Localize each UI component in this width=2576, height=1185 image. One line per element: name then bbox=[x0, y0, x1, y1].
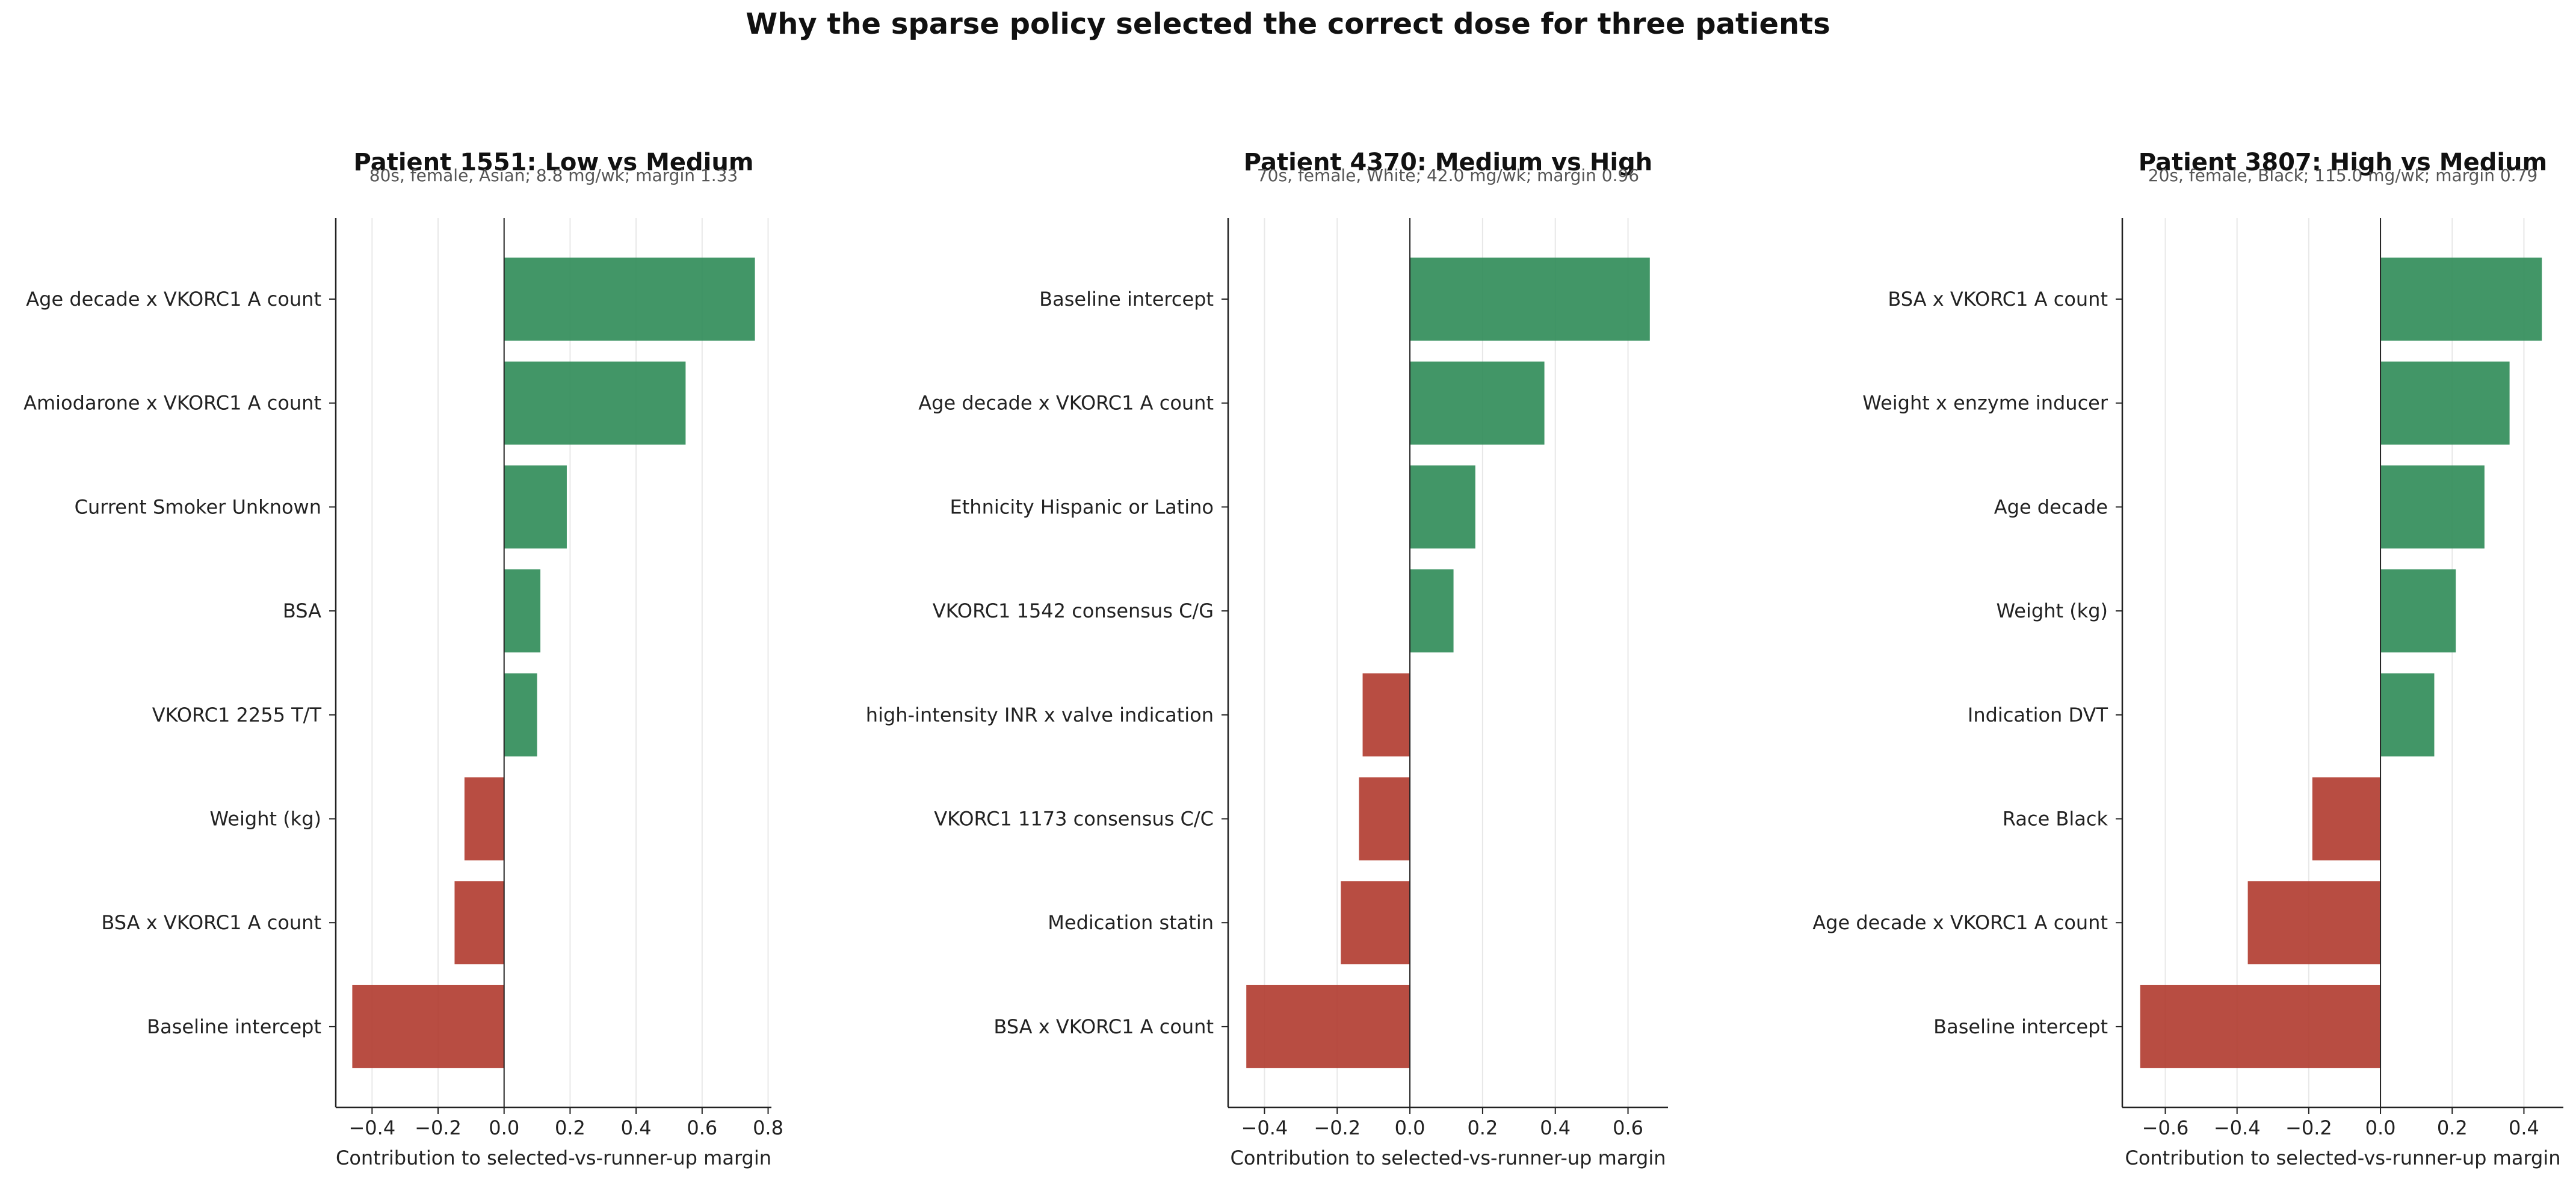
category-label: VKORC1 1173 consensus C/C bbox=[934, 808, 1214, 831]
x-tick-label: 0.0 bbox=[2365, 1116, 2396, 1139]
bar-positive bbox=[504, 361, 686, 445]
category-label: Baseline intercept bbox=[147, 1015, 321, 1038]
bar-negative bbox=[1359, 777, 1410, 861]
bar-negative bbox=[464, 777, 504, 861]
category-label: Race Black bbox=[2003, 808, 2108, 831]
bar-negative bbox=[1362, 673, 1410, 756]
bar-negative bbox=[2247, 881, 2381, 965]
category-label: Current Smoker Unknown bbox=[75, 495, 321, 518]
bar-positive bbox=[2380, 465, 2485, 549]
x-tick-label: −0.4 bbox=[2214, 1116, 2261, 1139]
x-tick-label: 0.2 bbox=[1467, 1116, 1498, 1139]
category-label: Medication statin bbox=[1048, 911, 1214, 934]
category-label: Baseline intercept bbox=[1039, 288, 1214, 311]
category-label: VKORC1 2255 T/T bbox=[152, 704, 322, 726]
bar-positive bbox=[2380, 673, 2435, 756]
x-tick-label: 0.6 bbox=[687, 1116, 717, 1139]
x-tick-label: 0.8 bbox=[753, 1116, 783, 1139]
panel-subtitle: 80s, female, Asian; 8.8 mg/wk; margin 1.… bbox=[369, 166, 738, 185]
category-label: Weight (kg) bbox=[210, 808, 321, 831]
bar-negative bbox=[352, 985, 504, 1068]
x-tick-label: 0.0 bbox=[489, 1116, 519, 1139]
category-label: BSA x VKORC1 A count bbox=[993, 1015, 1214, 1038]
category-label: high-intensity INR x valve indication bbox=[866, 704, 1214, 726]
x-tick-label: −0.2 bbox=[2285, 1116, 2332, 1139]
panel-title: Patient 4370: Medium vs High bbox=[1244, 149, 1652, 176]
panel-subtitle: 70s, female, White; 42.0 mg/wk; margin 0… bbox=[1257, 166, 1639, 185]
x-tick-label: 0.2 bbox=[555, 1116, 585, 1139]
bar-negative bbox=[2140, 985, 2381, 1068]
category-label: Age decade x VKORC1 A count bbox=[26, 288, 321, 311]
category-label: Amiodarone x VKORC1 A count bbox=[23, 392, 321, 415]
bar-positive bbox=[2380, 569, 2456, 653]
category-label: Age decade x VKORC1 A count bbox=[918, 392, 1214, 415]
bar-negative bbox=[2312, 777, 2381, 861]
category-label: Ethnicity Hispanic or Latino bbox=[950, 495, 1214, 518]
bar-negative bbox=[1341, 881, 1410, 965]
bar-negative bbox=[1246, 985, 1410, 1068]
category-label: VKORC1 1542 consensus C/G bbox=[933, 599, 1214, 622]
bar-positive bbox=[504, 569, 541, 653]
x-tick-label: −0.4 bbox=[348, 1116, 395, 1139]
x-tick-label: −0.2 bbox=[415, 1116, 462, 1139]
category-label: Baseline intercept bbox=[1933, 1015, 2108, 1038]
bar-positive bbox=[504, 258, 755, 341]
x-tick-label: 0.6 bbox=[1613, 1116, 1643, 1139]
bar-positive bbox=[1410, 569, 1454, 653]
figure-title: Why the sparse policy selected the corre… bbox=[746, 7, 1830, 41]
x-tick-label: 0.2 bbox=[2437, 1116, 2468, 1139]
category-label: Indication DVT bbox=[1968, 704, 2108, 726]
chart-panel-3: BSA x VKORC1 A count Weight x enzyme indu… bbox=[1812, 149, 2563, 1169]
x-tick-label: −0.2 bbox=[1314, 1116, 1361, 1139]
category-label: Age decade x VKORC1 A count bbox=[1812, 911, 2108, 934]
bar-positive bbox=[504, 673, 537, 756]
category-label: BSA bbox=[283, 599, 321, 622]
bar-positive bbox=[504, 465, 567, 549]
category-label: BSA x VKORC1 A count bbox=[101, 911, 321, 934]
x-tick-label: 0.4 bbox=[1540, 1116, 1571, 1139]
chart-panel-2: Baseline intercept Age decade x VKORC1 A … bbox=[866, 149, 1668, 1169]
bar-positive bbox=[1410, 258, 1650, 341]
category-label: BSA x VKORC1 A count bbox=[1888, 288, 2108, 311]
x-tick-label: 0.4 bbox=[2509, 1116, 2539, 1139]
panel-title: Patient 1551: Low vs Medium bbox=[353, 149, 753, 176]
category-label: Age decade bbox=[1994, 495, 2108, 518]
bar-positive bbox=[2380, 361, 2510, 445]
x-tick-label: −0.4 bbox=[1241, 1116, 1288, 1139]
chart-panel-1: Age decade x VKORC1 A count Amiodarone x … bbox=[23, 149, 783, 1169]
x-tick-label: 0.4 bbox=[621, 1116, 652, 1139]
category-label: Weight (kg) bbox=[1997, 599, 2108, 622]
x-axis-label: Contribution to selected-vs-runner-up ma… bbox=[1230, 1146, 1666, 1169]
x-tick-label: −0.6 bbox=[2142, 1116, 2189, 1139]
bar-positive bbox=[1410, 465, 1475, 549]
x-tick-label: 0.0 bbox=[1395, 1116, 1425, 1139]
x-axis-label: Contribution to selected-vs-runner-up ma… bbox=[336, 1146, 771, 1169]
category-label: Weight x enzyme inducer bbox=[1862, 392, 2108, 415]
x-axis-label: Contribution to selected-vs-runner-up ma… bbox=[2125, 1146, 2560, 1169]
panel-subtitle: 20s, female, Black; 115.0 mg/wk; margin … bbox=[2148, 166, 2537, 185]
bar-positive bbox=[2380, 258, 2542, 341]
bar-negative bbox=[454, 881, 504, 965]
bar-positive bbox=[1410, 361, 1545, 445]
panel-title: Patient 3807: High vs Medium bbox=[2139, 149, 2547, 176]
